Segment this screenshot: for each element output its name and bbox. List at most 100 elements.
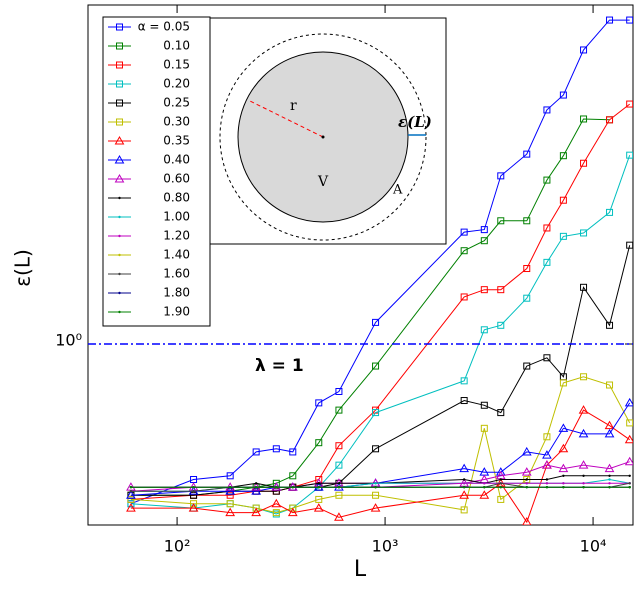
marker bbox=[462, 482, 466, 485]
marker bbox=[543, 258, 551, 266]
marker bbox=[580, 115, 588, 123]
marker bbox=[271, 498, 282, 508]
marker bbox=[499, 478, 502, 481]
marker bbox=[624, 397, 633, 407]
series-line bbox=[130, 376, 631, 514]
outer-circle bbox=[219, 33, 427, 241]
inset-diagram: r V A ε(L) bbox=[207, 17, 447, 245]
marker bbox=[254, 482, 258, 485]
marker bbox=[460, 247, 468, 255]
marker bbox=[480, 424, 488, 432]
marker bbox=[545, 482, 549, 485]
marker bbox=[225, 507, 236, 517]
legend-label: 0.10 bbox=[163, 39, 190, 53]
series-line bbox=[130, 118, 610, 496]
marker bbox=[523, 150, 531, 158]
marker bbox=[188, 503, 199, 512]
marker bbox=[497, 172, 505, 180]
legend-label: 0.25 bbox=[163, 96, 190, 110]
marker bbox=[626, 16, 633, 24]
marker bbox=[116, 61, 123, 69]
marker bbox=[337, 482, 341, 485]
legend-label: 1.20 bbox=[163, 229, 190, 243]
marker bbox=[523, 294, 531, 302]
marker bbox=[370, 503, 381, 512]
marker bbox=[459, 463, 470, 473]
marker bbox=[460, 506, 468, 514]
marker bbox=[126, 490, 136, 499]
marker bbox=[127, 500, 135, 508]
marker bbox=[626, 419, 633, 427]
marker bbox=[289, 472, 297, 480]
legend-label: 1.60 bbox=[163, 267, 190, 281]
marker bbox=[462, 478, 466, 481]
marker bbox=[497, 409, 505, 417]
marker bbox=[372, 491, 380, 499]
marker bbox=[525, 478, 528, 481]
marker bbox=[608, 478, 611, 481]
marker bbox=[129, 489, 133, 493]
marker bbox=[543, 176, 551, 184]
marker bbox=[480, 326, 488, 334]
marker bbox=[499, 485, 502, 489]
marker bbox=[542, 450, 552, 459]
marker bbox=[628, 474, 631, 478]
marker bbox=[624, 456, 633, 466]
marker bbox=[226, 472, 234, 480]
marker bbox=[521, 467, 532, 476]
marker bbox=[374, 485, 377, 489]
marker bbox=[116, 99, 123, 107]
reference-label: λ = 1 bbox=[255, 356, 304, 376]
legend-label: α = 0.05 bbox=[138, 20, 190, 34]
marker bbox=[628, 482, 631, 485]
series-line bbox=[130, 409, 630, 524]
marker bbox=[372, 409, 380, 417]
marker bbox=[606, 381, 614, 389]
marker bbox=[604, 428, 615, 438]
marker bbox=[483, 482, 486, 485]
marker bbox=[335, 387, 343, 395]
marker bbox=[624, 434, 633, 444]
marker bbox=[315, 439, 323, 447]
marker bbox=[580, 373, 588, 381]
marker bbox=[608, 482, 611, 485]
marker bbox=[558, 443, 569, 453]
x-tick-label: 10⁴ bbox=[580, 537, 607, 556]
marker bbox=[116, 80, 123, 88]
legend-label: 1.80 bbox=[163, 286, 190, 300]
marker bbox=[562, 482, 565, 485]
marker bbox=[483, 485, 486, 489]
marker bbox=[582, 485, 585, 489]
marker bbox=[543, 433, 551, 441]
marker bbox=[335, 461, 343, 469]
marker bbox=[126, 503, 136, 512]
marker bbox=[606, 208, 614, 216]
marker bbox=[580, 229, 588, 237]
marker bbox=[127, 495, 135, 503]
marker bbox=[521, 446, 532, 456]
marker bbox=[114, 173, 125, 183]
marker bbox=[525, 482, 528, 485]
marker bbox=[251, 507, 262, 517]
marker bbox=[545, 485, 549, 489]
y-axis-label: ε(L) bbox=[11, 249, 35, 287]
marker bbox=[578, 460, 589, 469]
marker bbox=[606, 16, 614, 24]
marker bbox=[480, 226, 488, 234]
marker bbox=[272, 445, 280, 453]
marker bbox=[272, 509, 280, 517]
marker bbox=[523, 265, 531, 273]
marker bbox=[315, 495, 323, 503]
marker bbox=[462, 485, 466, 489]
marker bbox=[562, 485, 565, 489]
marker bbox=[335, 406, 343, 414]
inset-label: A bbox=[392, 183, 403, 198]
legend-label: 0.60 bbox=[163, 172, 190, 186]
legend-label: 1.90 bbox=[163, 305, 190, 319]
legend-frame bbox=[102, 16, 211, 327]
marker bbox=[291, 485, 294, 489]
legend-label: 0.15 bbox=[163, 58, 190, 72]
marker bbox=[460, 377, 468, 385]
marker bbox=[226, 500, 234, 508]
